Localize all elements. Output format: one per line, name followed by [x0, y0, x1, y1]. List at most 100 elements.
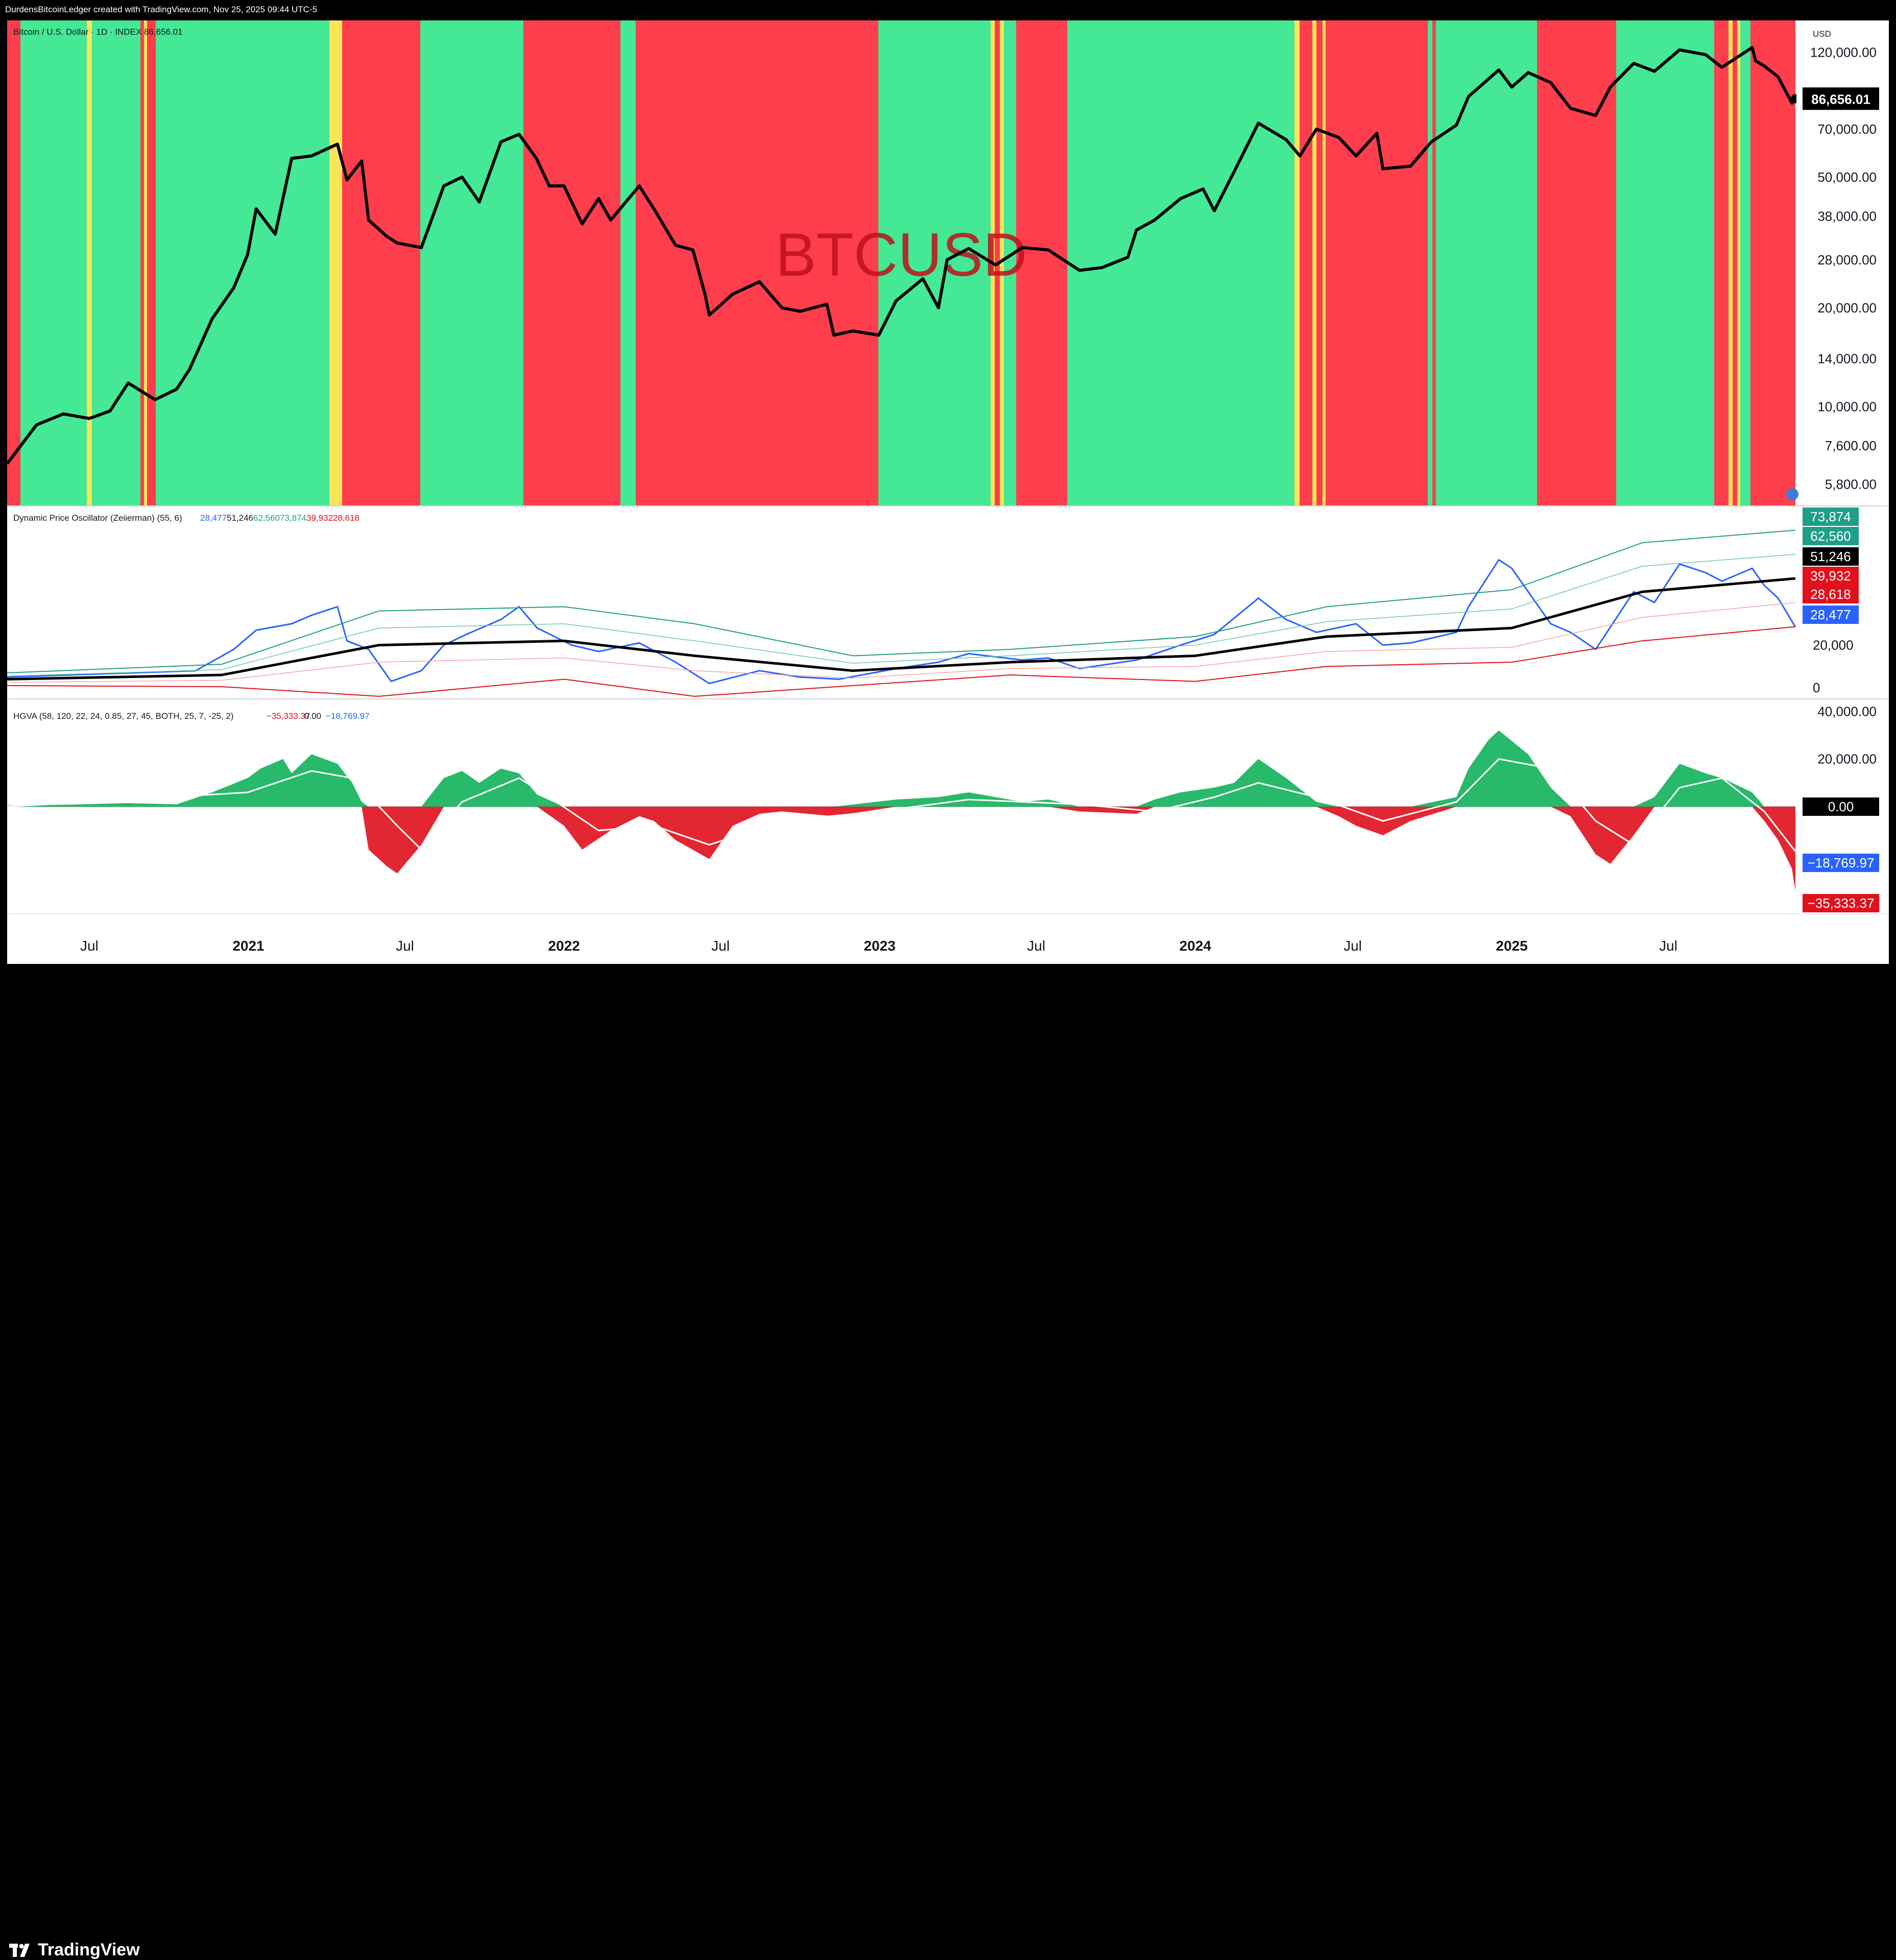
- regime-band: [1312, 20, 1316, 505]
- oscillator-value-badge: [1803, 507, 1859, 526]
- time-axis-tick: Jul: [1659, 938, 1677, 954]
- oscillator-axis-tick: 20,000: [1813, 638, 1854, 653]
- hgva-value-badge: [1803, 894, 1879, 912]
- price-legend: Bitcoin / U.S. Dollar · 1D · INDEX 86,65…: [13, 27, 183, 37]
- price-axis-currency: USD: [1813, 29, 1831, 39]
- oscillator-value-badge-label: 51,246: [1810, 549, 1851, 564]
- time-axis-tick: Jul: [1343, 938, 1362, 954]
- price-axis-tick: 7,600.00: [1825, 438, 1877, 453]
- time-axis-tick: 2021: [232, 938, 264, 954]
- oscillator-lower-inner-band: [7, 602, 1796, 683]
- oscillator-upper-band: [7, 529, 1796, 673]
- regime-band: [1757, 20, 1795, 505]
- price-axis-tick: 10,000.00: [1817, 399, 1877, 414]
- oscillator-value-badge-label: 39,932: [1810, 568, 1851, 584]
- time-axis-tick: 2023: [864, 938, 896, 954]
- hgva-axis-tick: 20,000.00: [1817, 752, 1877, 767]
- regime-band: [1616, 20, 1714, 505]
- oscillator-lower-band: [7, 626, 1796, 697]
- time-axis-tick: Jul: [1027, 938, 1045, 954]
- oscillator-legend: Dynamic Price Oscillator (Zeiierman) (55…: [13, 513, 182, 523]
- oscillator-legend-value: 28,618: [333, 513, 359, 523]
- chart-watermark: BTCUSD: [775, 221, 1027, 289]
- hgva-legend: HGVA (58, 120, 22, 24, 0.85, 27, 45, BOT…: [13, 711, 234, 721]
- hgva-signal-line: [7, 758, 1796, 852]
- regime-band: [1000, 20, 1004, 505]
- time-axis-tick: 2025: [1496, 938, 1527, 954]
- hgva-value-badge: [1803, 854, 1879, 872]
- regime-band: [1750, 20, 1757, 505]
- time-axis-tick: 2022: [548, 938, 580, 954]
- oscillator-value-badge: [1803, 547, 1859, 566]
- oscillator-value-badge-label: 28,477: [1810, 607, 1851, 622]
- chart-canvas[interactable]: BTCUSD USD 120,000.00 70,000.00 50,000.00 38,…: [0, 0, 1896, 964]
- time-axis-tick: Jul: [711, 938, 730, 954]
- regime-band: [1328, 20, 1428, 505]
- oscillator-value-badge: [1803, 606, 1859, 624]
- regime-band: [144, 20, 147, 505]
- regime-band: [92, 20, 140, 505]
- hgva-value-badge-label: −35,333.37: [1808, 896, 1875, 911]
- oscillator-upper-inner-band: [7, 554, 1796, 676]
- hgva-legend-value: −35,333.37: [267, 711, 310, 721]
- regime-band: [87, 20, 92, 505]
- regime-band: [420, 20, 523, 505]
- regime-band: [1016, 20, 1067, 505]
- regime-band: [1428, 20, 1432, 505]
- tradingview-brand-label: TradingView: [38, 1940, 140, 1959]
- oscillator-legend-value: 51,246: [227, 513, 253, 523]
- tradingview-brand[interactable]: TradingView: [9, 1940, 140, 1960]
- last-price-badge-label: 86,656.01: [1811, 91, 1870, 107]
- hgva-value-badge-label: −18,769.97: [1808, 855, 1875, 870]
- time-axis-tick: Jul: [396, 938, 414, 954]
- regime-band: [147, 20, 156, 505]
- regime-band: [1537, 20, 1616, 505]
- regime-band: [1294, 20, 1300, 505]
- oscillator-value-badge: [1803, 567, 1859, 585]
- regime-band: [636, 20, 878, 505]
- price-axis-tick: 28,000.00: [1817, 252, 1877, 268]
- regime-band: [342, 20, 420, 505]
- regime-band: [1737, 20, 1740, 505]
- regime-band: [1733, 20, 1737, 505]
- hgva-axis-tick: 40,000.00: [1817, 704, 1877, 719]
- regime-band: [1326, 20, 1328, 505]
- price-axis-tick: 38,000.00: [1817, 209, 1877, 224]
- hgva-negative-area: [7, 807, 1795, 891]
- price-axis-tick: 14,000.00: [1817, 351, 1877, 366]
- price-axis-tick: 120,000.00: [1810, 44, 1877, 60]
- price-line: [6, 46, 1797, 465]
- oscillator-value-badge-label: 28,618: [1810, 587, 1851, 602]
- footer-bar: TradingView: [0, 964, 1896, 1959]
- oscillator-legend-value: 73,874: [280, 513, 306, 523]
- regime-band: [1123, 20, 1294, 505]
- hgva-value-badge-label: 0.00: [1828, 799, 1854, 814]
- hgva-value-badge: [1803, 797, 1879, 816]
- price-axis-tick: 70,000.00: [1817, 122, 1877, 137]
- oscillator-legend-value: 62,560: [253, 513, 280, 523]
- regime-band: [1436, 20, 1439, 505]
- regime-band: [1004, 20, 1016, 505]
- last-price-badge: [1803, 87, 1879, 110]
- price-axis-tick: 5,800.00: [1825, 477, 1877, 492]
- regime-band: [1300, 20, 1312, 505]
- oscillator-value-badge: [1803, 585, 1859, 603]
- regime-band: [1439, 20, 1537, 505]
- oscillator-value-badge: [1803, 527, 1859, 545]
- hgva-positive-area: [7, 730, 1795, 807]
- regime-band: [1316, 20, 1323, 505]
- regime-band: [7, 20, 20, 505]
- oscillator-axis-tick: 0: [1813, 680, 1820, 695]
- oscillator-value-badge-label: 62,560: [1810, 528, 1851, 544]
- regime-band: [1729, 20, 1733, 505]
- price-axis-tick: 20,000.00: [1817, 300, 1877, 316]
- time-axis-tick: Jul: [80, 938, 99, 954]
- regime-band: [1740, 20, 1750, 505]
- time-axis-tick: 2024: [1180, 938, 1212, 954]
- oscillator-mean-line: [7, 577, 1796, 681]
- header-credit: DurdensBitcoinLedger created with Tradin…: [5, 5, 318, 14]
- regime-band: [1432, 20, 1436, 505]
- flag-icon: [1786, 488, 1798, 500]
- hgva-legend-value: −18,769.97: [326, 711, 370, 721]
- oscillator-value-badge-label: 73,874: [1810, 509, 1851, 524]
